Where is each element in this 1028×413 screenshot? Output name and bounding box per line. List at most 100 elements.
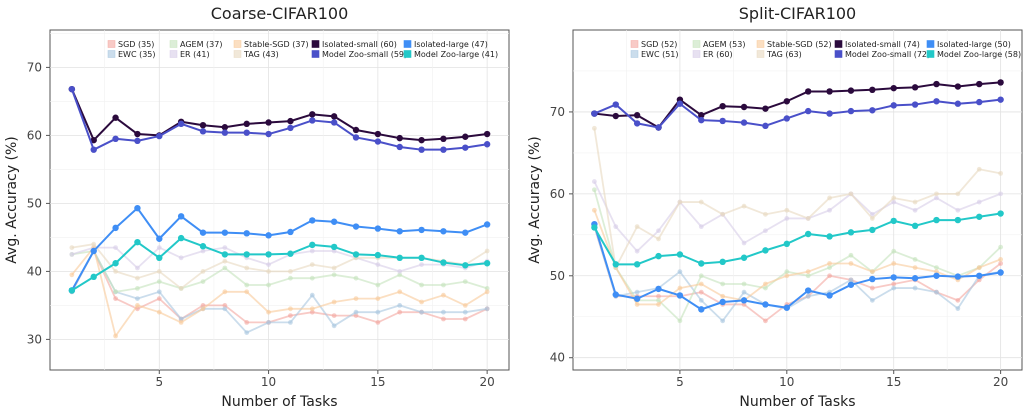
data-point <box>69 272 75 278</box>
data-point <box>976 272 983 279</box>
data-point <box>998 261 1004 266</box>
legend-swatch <box>403 40 412 48</box>
panel-coarse-cifar100: 5 10 15 20 30 40 50 60 70 Coarse-CIFAR100 Number o… <box>4 4 510 410</box>
data-point <box>783 304 791 311</box>
data-point <box>288 275 293 281</box>
data-point <box>330 113 338 120</box>
data-point <box>676 292 684 299</box>
data-point <box>331 323 337 329</box>
x-tick-label: 10 <box>779 375 794 389</box>
data-point <box>740 297 748 304</box>
data-point <box>375 262 381 267</box>
data-point <box>69 252 75 257</box>
data-point <box>826 110 833 117</box>
data-point <box>997 269 1004 276</box>
data-point <box>763 211 768 217</box>
data-point <box>200 269 206 274</box>
data-point <box>740 254 748 261</box>
data-point <box>633 261 641 268</box>
data-point <box>309 292 315 298</box>
x-axis-label: Number of Tasks <box>221 394 337 410</box>
data-point <box>178 316 184 322</box>
y-tick-label: 40 <box>27 264 42 278</box>
data-point <box>266 269 271 274</box>
data-point <box>440 146 447 153</box>
data-point <box>441 292 446 298</box>
data-point <box>998 191 1004 197</box>
legend-item-agem-37: AGEM (37) <box>169 40 222 49</box>
data-point <box>676 100 684 107</box>
data-point <box>178 286 184 291</box>
data-point <box>869 269 875 275</box>
data-point <box>199 128 207 135</box>
data-point <box>633 295 641 302</box>
legend-item-stable-sgd-52: Stable-SGD (52) <box>756 40 832 49</box>
data-point <box>591 187 597 193</box>
legend-item-stable-sgd-37: Stable-SGD (37) <box>233 40 309 49</box>
data-point <box>762 122 769 130</box>
legend-swatch <box>692 40 701 48</box>
data-point <box>265 232 272 239</box>
series-isolated-large-47 <box>68 204 491 294</box>
data-point <box>462 262 469 269</box>
data-point <box>419 262 424 267</box>
data-point <box>484 289 490 295</box>
data-point <box>891 285 897 291</box>
data-point <box>827 261 832 266</box>
data-point <box>199 229 207 236</box>
data-point <box>375 309 381 315</box>
legend-swatch <box>756 50 765 58</box>
data-point <box>827 265 832 270</box>
data-point <box>222 245 228 251</box>
legend-item-sgd-52: SGD (52) <box>630 40 677 49</box>
data-point <box>976 265 982 270</box>
data-point <box>244 289 250 295</box>
data-point <box>677 285 683 291</box>
data-point <box>976 166 982 172</box>
legend-swatch <box>233 50 242 58</box>
series-line-ewc-35 <box>71 250 488 334</box>
data-point <box>613 224 619 230</box>
data-point <box>199 243 207 250</box>
data-point <box>134 238 141 246</box>
legend-label: Isolated-small (60) <box>322 40 397 49</box>
series-line-stable-sgd-37 <box>71 246 488 337</box>
legend-item-model-zoo-large-41: Model Zoo-large (41) <box>403 50 498 59</box>
y-tick-label: 40 <box>550 351 565 365</box>
data-point <box>655 285 662 293</box>
data-point <box>330 243 338 251</box>
data-point <box>397 289 403 295</box>
data-point <box>462 309 468 315</box>
data-point <box>698 273 704 279</box>
legend-label: SGD (52) <box>641 40 677 49</box>
data-point <box>330 218 338 225</box>
data-point <box>156 289 162 295</box>
data-point <box>891 281 897 287</box>
series-model-zoo-small-72 <box>591 96 1004 131</box>
data-point <box>397 272 403 278</box>
data-point <box>243 230 250 237</box>
data-point <box>287 228 294 236</box>
data-point <box>156 309 162 315</box>
data-point <box>199 122 207 129</box>
x-tick-label: 20 <box>480 375 495 389</box>
data-point <box>462 144 469 151</box>
data-point <box>998 256 1004 262</box>
legend-label: TAG (63) <box>766 50 802 59</box>
data-point <box>113 289 118 295</box>
series-line-model-zoo-small-72 <box>593 98 1001 129</box>
data-point <box>483 260 491 267</box>
data-point <box>243 129 250 136</box>
data-point <box>997 79 1004 86</box>
data-point <box>135 275 140 281</box>
data-point <box>221 129 229 136</box>
data-point <box>783 98 791 105</box>
data-point <box>911 84 919 91</box>
data-point <box>954 83 962 90</box>
y-tick-label: 30 <box>27 332 42 346</box>
y-tick-label: 50 <box>550 269 565 283</box>
legend-item-model-zoo-small-59: Model Zoo-small (59) <box>311 50 407 59</box>
x-tick-label: 5 <box>676 375 684 389</box>
legend-swatch <box>692 50 701 58</box>
data-point <box>288 269 293 274</box>
